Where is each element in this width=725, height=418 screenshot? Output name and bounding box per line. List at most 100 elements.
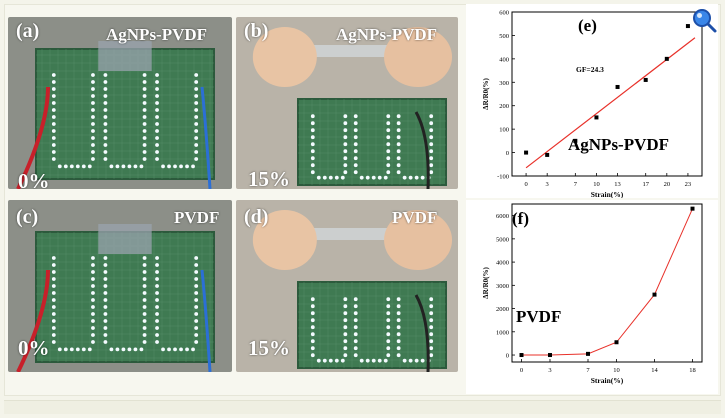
led [51,150,56,154]
led [155,73,159,77]
led [383,358,388,363]
y-axis-label: ΔR/R0(%) [482,267,490,299]
led [185,164,189,169]
led [371,175,376,180]
data-point [548,353,552,358]
led [173,164,177,169]
led [386,156,391,161]
led [429,170,434,175]
led [103,73,108,77]
led [429,121,434,126]
panel-label-f: (f) [512,209,529,228]
led [103,305,108,309]
led [142,291,147,295]
data-point [594,115,599,120]
led [377,175,382,180]
led [103,129,108,133]
plot-frame [511,203,703,363]
x-tick-label: 14 [651,367,658,374]
led [386,304,391,309]
y-tick-label: 2000 [496,306,509,313]
led [51,115,56,119]
led [365,358,370,363]
led [310,170,315,175]
led [429,311,434,316]
led [386,325,391,330]
led [310,346,315,351]
led [429,149,434,154]
led [343,318,348,323]
led [386,149,391,154]
led [51,291,56,295]
blue-wire [200,269,212,372]
led [142,312,147,316]
led [194,129,199,133]
led [429,346,434,351]
led [310,121,315,126]
data-point [685,24,690,29]
magnifier-icon[interactable] [692,8,718,34]
led [396,163,401,168]
led [343,311,348,316]
y-tick-label: 400 [499,56,509,63]
led [420,175,425,180]
led [429,339,434,344]
led [429,128,434,133]
led [194,263,199,267]
led [75,164,80,169]
photo-panel-c: (c) PVDF 0% [8,200,232,372]
y-tick-label: 4000 [496,260,509,267]
led [91,333,95,337]
x-tick-label: 18 [689,367,696,374]
panel-label-e: (e) [578,16,597,35]
x-axis-label: Strain(%) [591,376,624,385]
led [103,291,108,295]
annotation-pvdf: PVDF [516,307,561,326]
led [179,347,183,352]
led [316,175,321,180]
led [343,297,348,302]
y-tick-label: 100 [499,127,509,134]
led [51,108,56,112]
led [414,358,419,363]
led [343,346,348,351]
data-point [614,340,619,345]
led [139,164,144,169]
led [328,175,333,180]
x-tick-label: 7 [574,181,578,188]
led [322,175,327,180]
x-tick-label: 3 [546,181,549,188]
led [69,347,74,352]
strain-label-d: 15% [248,336,290,360]
left-hand [252,210,317,270]
led [343,142,348,147]
led [179,164,183,169]
led [91,136,95,140]
led [155,326,159,330]
led [81,164,86,169]
led [91,270,95,274]
led [194,319,199,323]
led [142,298,147,302]
led [51,256,56,260]
led [51,298,56,302]
led [57,347,62,352]
led [155,122,159,126]
led [142,129,147,133]
led [51,122,56,126]
led [87,164,92,169]
led [51,277,56,281]
led [63,164,68,169]
led [353,325,358,330]
led [142,256,147,260]
led [103,340,108,344]
led [386,318,391,323]
led [396,121,401,126]
led [155,150,159,154]
panel-title-a: AgNPs-PVDF [106,25,208,44]
led [194,73,199,77]
led [121,164,126,169]
led [87,347,92,352]
led [353,135,358,140]
y-tick-label: 0 [506,353,509,360]
